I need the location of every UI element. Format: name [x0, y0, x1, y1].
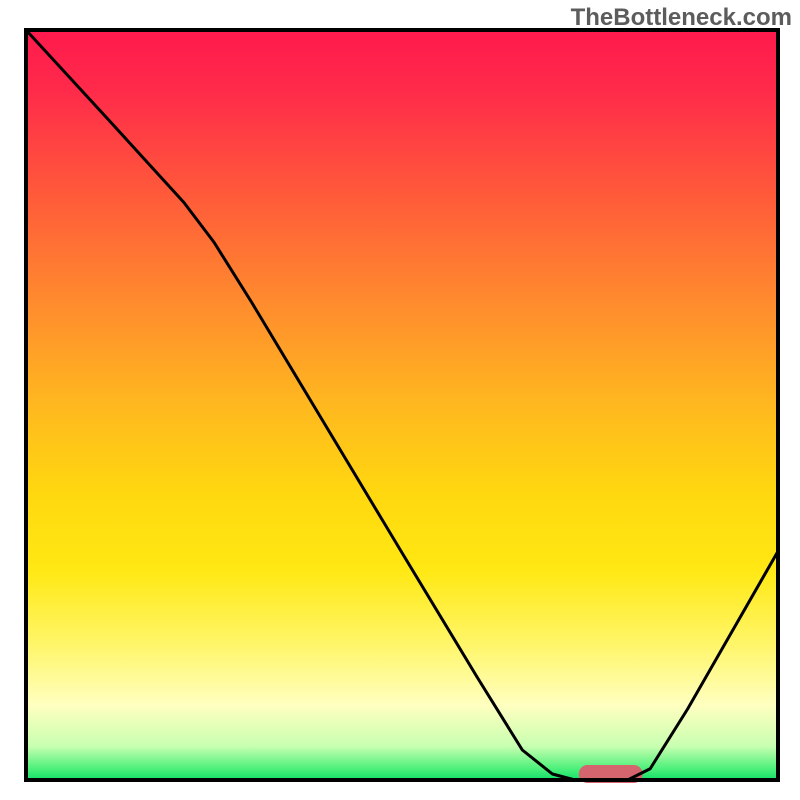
chart-svg: [0, 0, 800, 800]
watermark-text: TheBottleneck.com: [571, 4, 792, 32]
bottleneck-chart: TheBottleneck.com: [0, 0, 800, 800]
gradient-background: [26, 30, 778, 780]
